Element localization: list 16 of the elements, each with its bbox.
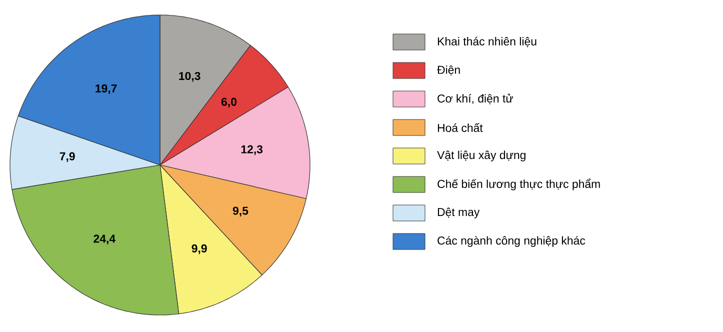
data-label: 7,9 bbox=[60, 152, 75, 162]
data-label: 10,3 bbox=[179, 72, 200, 82]
data-label: 12,3 bbox=[241, 145, 263, 156]
legend-label: Các ngành công nghiệp khác bbox=[438, 236, 586, 247]
data-label: 24,4 bbox=[94, 234, 116, 244]
legend-label: Chế biến lương thực thực phẩm bbox=[438, 178, 600, 190]
data-label: 9,9 bbox=[192, 244, 207, 254]
data-label: 6,0 bbox=[221, 98, 236, 108]
legend-label: Vật liệu xây dựng bbox=[437, 150, 526, 162]
data-label: 9,5 bbox=[232, 206, 248, 216]
data-label: 19,7 bbox=[96, 84, 117, 94]
legend-label: Cơ khí, điện tử bbox=[438, 94, 513, 104]
legend-label: Hoá chất bbox=[438, 123, 483, 132]
legend-label: Khai thác nhiên liệu bbox=[438, 36, 536, 48]
legend-label: Điện bbox=[437, 65, 460, 76]
legend-label: Dệt may bbox=[438, 208, 480, 218]
